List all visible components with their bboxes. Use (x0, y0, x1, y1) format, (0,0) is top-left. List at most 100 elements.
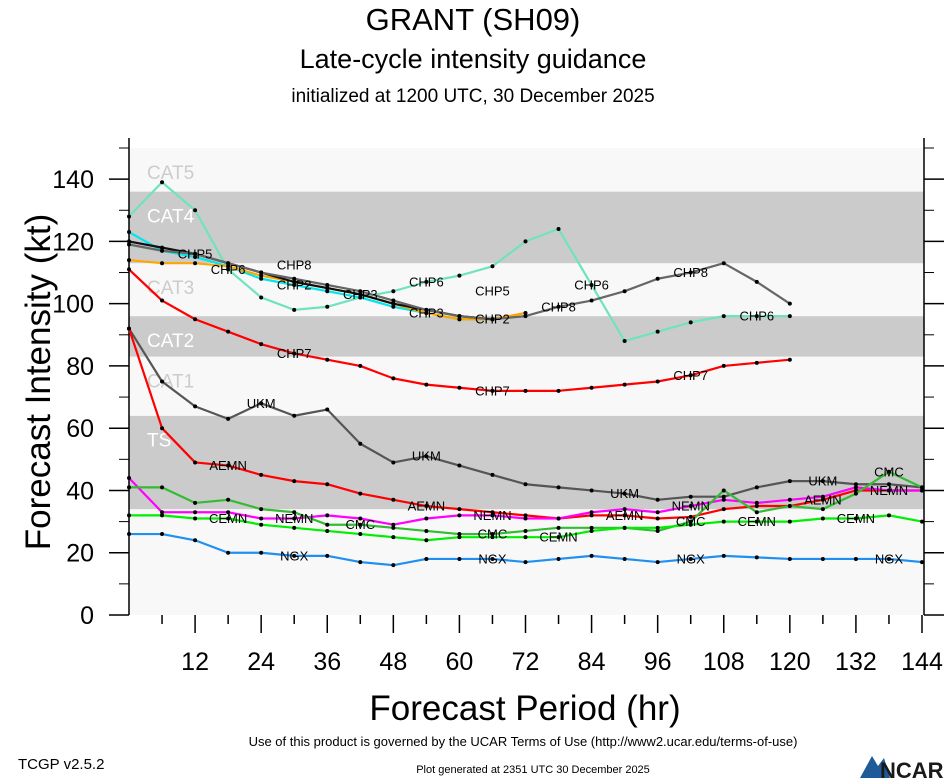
data-point (886, 513, 891, 518)
series-label: CHP3 (409, 306, 444, 321)
data-point (226, 550, 231, 555)
series-lines (127, 180, 924, 568)
data-point (160, 298, 165, 303)
series-ngx (127, 532, 924, 568)
data-point (193, 510, 198, 515)
data-point (787, 497, 792, 502)
data-point (457, 317, 462, 322)
data-point (193, 460, 198, 465)
band-label: TS (147, 431, 171, 452)
data-point (193, 254, 198, 259)
y-tick-label: 0 (80, 602, 94, 630)
data-point (523, 388, 528, 393)
data-point (127, 242, 131, 247)
band-cat5 (129, 148, 924, 192)
data-point (424, 516, 429, 521)
data-point (920, 519, 924, 524)
data-point (127, 476, 131, 481)
data-point (622, 339, 627, 344)
data-point (226, 264, 231, 269)
series-label: NEMN (870, 483, 908, 498)
y-tick-label: 20 (66, 540, 94, 568)
series-label: CHP6 (211, 262, 246, 277)
y-tick-label: 80 (66, 353, 94, 381)
data-point (259, 295, 264, 300)
band-label: CAT5 (147, 163, 194, 184)
data-point (820, 507, 825, 512)
data-point (259, 342, 264, 347)
data-point (523, 535, 528, 540)
data-point (292, 413, 297, 418)
data-point (754, 500, 759, 505)
data-point (556, 525, 561, 530)
data-point (127, 326, 131, 331)
data-point (358, 292, 363, 297)
data-point (457, 513, 462, 518)
data-point (325, 528, 330, 533)
data-point (787, 519, 792, 524)
series-label: AEMN (606, 508, 644, 523)
chart-title: GRANT (SH09) (365, 2, 581, 37)
data-point (193, 261, 198, 266)
data-point (688, 522, 693, 527)
data-point (358, 363, 363, 368)
data-point (490, 510, 495, 515)
data-point (655, 528, 660, 533)
data-point (886, 469, 891, 474)
data-point (853, 482, 858, 487)
data-point (358, 532, 363, 537)
data-point (160, 510, 165, 515)
data-point (787, 479, 792, 484)
data-point (688, 556, 693, 561)
x-tick-label: 96 (644, 648, 672, 676)
data-point (391, 563, 396, 568)
data-point (292, 307, 297, 312)
data-point (886, 556, 891, 561)
data-point (292, 479, 297, 484)
series-label: AEMN (209, 458, 247, 473)
series-label: AEMN (804, 492, 842, 507)
data-point (127, 532, 131, 537)
data-point (193, 516, 198, 521)
x-tick-label: 144 (901, 648, 943, 676)
data-point (787, 504, 792, 509)
series-label: CHP3 (343, 287, 378, 302)
svg-text:NCAR: NCAR (880, 758, 944, 780)
data-point (226, 516, 231, 521)
data-point (853, 488, 858, 493)
data-point (556, 388, 561, 393)
data-point (292, 351, 297, 356)
data-point (655, 497, 660, 502)
data-point (226, 463, 231, 468)
series-cmc (127, 469, 924, 537)
data-point (292, 282, 297, 287)
data-point (523, 560, 528, 565)
data-point (424, 556, 429, 561)
data-point (721, 507, 726, 512)
data-point (127, 267, 131, 272)
data-point (424, 307, 429, 312)
data-point (754, 314, 759, 319)
series-label: NGX (280, 548, 309, 563)
data-point (589, 488, 594, 493)
data-point (556, 304, 561, 309)
series-label: NGX (677, 551, 706, 566)
x-tick-label: 24 (247, 648, 275, 676)
series-chp6 (127, 180, 792, 344)
data-point (358, 441, 363, 446)
data-point (457, 463, 462, 468)
band-label: CAT1 (147, 372, 194, 393)
series-label: CHP2 (475, 312, 510, 327)
data-point (325, 482, 330, 487)
data-point (490, 535, 495, 540)
data-point (226, 329, 231, 334)
data-point (391, 289, 396, 294)
data-point (325, 522, 330, 527)
data-point (259, 472, 264, 477)
data-point (589, 510, 594, 515)
data-point (325, 553, 330, 558)
series-label: NGX (875, 551, 904, 566)
data-point (589, 525, 594, 530)
data-point (721, 314, 726, 319)
